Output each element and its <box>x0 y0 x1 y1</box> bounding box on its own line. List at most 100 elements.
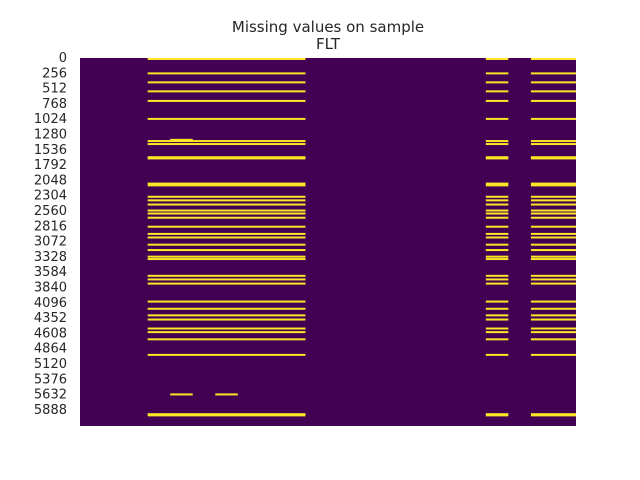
missing-row-25-group-2 <box>530 274 576 277</box>
y-tick-label-0: 0 <box>59 51 67 66</box>
missing-row-30-group-1 <box>485 314 509 317</box>
missing-row-0-group-0 <box>147 58 306 60</box>
missing-row-19-group-0 <box>147 232 306 235</box>
missing-row-33-group-2 <box>530 331 576 334</box>
missing-row-28-group-1 <box>485 300 509 303</box>
missing-row-17-group-1 <box>485 216 509 219</box>
missing-row-29-group-0 <box>147 307 306 310</box>
missing-row-15-group-0 <box>147 209 306 212</box>
missing-row-8-group-1 <box>485 156 509 159</box>
partial-missing-2 <box>215 393 238 396</box>
missing-row-31-group-2 <box>530 318 576 321</box>
missing-row-33-group-1 <box>485 331 509 334</box>
missing-row-16-group-0 <box>147 212 306 215</box>
missing-row-12-group-1 <box>485 195 509 198</box>
missing-row-11-group-2 <box>530 184 576 187</box>
missing-row-4-group-0 <box>147 99 306 102</box>
missing-row-5-group-2 <box>530 117 576 120</box>
heatmap-plot-area <box>80 58 576 426</box>
missing-row-22-group-1 <box>485 249 509 252</box>
missing-row-4-group-1 <box>485 99 509 102</box>
missing-row-12-group-0 <box>147 195 306 198</box>
y-tick-label-768: 768 <box>42 97 67 112</box>
missing-row-18-group-0 <box>147 225 306 228</box>
missing-row-10-group-0 <box>147 182 306 185</box>
missing-row-21-group-0 <box>147 243 306 246</box>
missing-row-30-group-2 <box>530 314 576 317</box>
y-tick-label-3840: 3840 <box>34 281 67 296</box>
y-tick-label-1024: 1024 <box>34 112 67 127</box>
missing-row-13-group-2 <box>530 199 576 202</box>
missing-row-3-group-1 <box>485 90 509 93</box>
missing-row-7-group-1 <box>485 143 509 146</box>
missing-row-24-group-1 <box>485 258 509 261</box>
y-tick-label-1792: 1792 <box>34 158 67 173</box>
missing-row-6-group-1 <box>485 140 509 143</box>
missing-row-22-group-2 <box>530 249 576 252</box>
missing-row-34-group-2 <box>530 338 576 341</box>
missing-row-0-group-2 <box>530 58 576 60</box>
missing-row-22-group-0 <box>147 249 306 252</box>
missing-row-29-group-1 <box>485 307 509 310</box>
missing-row-24-group-2 <box>530 258 576 261</box>
missing-row-5-group-1 <box>485 117 509 120</box>
y-tick-label-4864: 4864 <box>34 342 67 357</box>
missing-row-31-group-1 <box>485 318 509 321</box>
missing-row-14-group-2 <box>530 203 576 206</box>
missing-row-8-group-2 <box>530 156 576 159</box>
y-tick-label-3584: 3584 <box>34 265 67 280</box>
missing-row-21-group-1 <box>485 243 509 246</box>
missing-row-3-group-0 <box>147 90 306 93</box>
missing-row-16-group-1 <box>485 212 509 215</box>
missing-row-20-group-1 <box>485 236 509 239</box>
missing-row-36-group-0 <box>147 413 306 416</box>
missing-row-2-group-2 <box>530 81 576 84</box>
missing-row-32-group-2 <box>530 327 576 330</box>
missing-row-26-group-2 <box>530 278 576 281</box>
chart-title-line-1: Missing values on sample <box>232 18 424 36</box>
missing-row-17-group-2 <box>530 216 576 219</box>
missing-row-0-group-1 <box>485 58 509 60</box>
missing-row-32-group-0 <box>147 327 306 330</box>
missing-row-10-group-2 <box>530 182 576 185</box>
missing-row-23-group-2 <box>530 255 576 258</box>
missing-row-21-group-2 <box>530 243 576 246</box>
missing-row-36-group-2 <box>530 413 576 416</box>
missing-row-31-group-0 <box>147 318 306 321</box>
missing-row-34-group-0 <box>147 338 306 341</box>
missing-row-28-group-0 <box>147 300 306 303</box>
missing-row-25-group-0 <box>147 274 306 277</box>
missing-row-35-group-2 <box>530 353 576 356</box>
missing-row-10-group-1 <box>485 182 509 185</box>
missing-row-20-group-2 <box>530 236 576 239</box>
y-tick-label-4096: 4096 <box>34 296 67 311</box>
missing-row-6-group-2 <box>530 140 576 143</box>
missing-row-4-group-2 <box>530 99 576 102</box>
y-axis-tick-labels: 0256512768102412801536179220482304256028… <box>34 51 67 418</box>
missing-row-27-group-2 <box>530 282 576 285</box>
missing-row-18-group-2 <box>530 225 576 228</box>
missing-row-36-group-1 <box>485 413 509 416</box>
missing-row-18-group-1 <box>485 225 509 228</box>
missing-row-35-group-1 <box>485 353 509 356</box>
missing-row-2-group-0 <box>147 81 306 84</box>
missing-row-27-group-1 <box>485 282 509 285</box>
missing-row-7-group-0 <box>147 143 306 146</box>
missing-row-13-group-0 <box>147 199 306 202</box>
y-tick-label-5888: 5888 <box>34 403 67 418</box>
missing-row-28-group-2 <box>530 300 576 303</box>
missing-row-14-group-0 <box>147 203 306 206</box>
missing-row-1-group-2 <box>530 72 576 75</box>
missing-row-24-group-0 <box>147 258 306 261</box>
y-tick-label-3328: 3328 <box>34 250 67 265</box>
missing-row-11-group-1 <box>485 184 509 187</box>
missing-row-19-group-1 <box>485 232 509 235</box>
missing-row-19-group-2 <box>530 232 576 235</box>
y-tick-label-2048: 2048 <box>34 173 67 188</box>
missing-row-30-group-0 <box>147 314 306 317</box>
missing-row-26-group-0 <box>147 278 306 281</box>
y-tick-label-5120: 5120 <box>34 357 67 372</box>
missing-row-17-group-0 <box>147 216 306 219</box>
y-tick-label-1280: 1280 <box>34 128 67 143</box>
missing-row-9-group-2 <box>530 157 576 160</box>
